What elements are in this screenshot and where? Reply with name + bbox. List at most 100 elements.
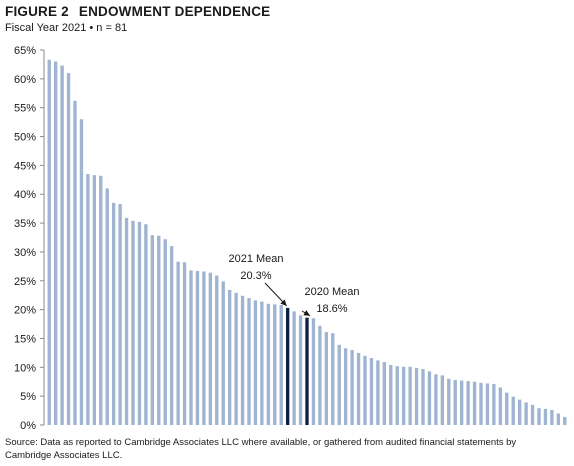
bar (440, 375, 445, 425)
figure-subtitle: Fiscal Year 2021 • n = 81 (5, 22, 128, 34)
bar (79, 119, 84, 425)
source-note: Source: Data as reported to Cambridge As… (5, 437, 517, 461)
bar (137, 221, 142, 425)
bar (466, 381, 470, 425)
bar (389, 365, 393, 425)
bar (157, 235, 161, 425)
bar (414, 367, 419, 425)
mean-2021-label: 2021 Mean (228, 253, 283, 265)
bar (163, 239, 167, 425)
bar (273, 304, 277, 425)
bar (395, 366, 399, 425)
bar (53, 61, 58, 425)
bar (363, 355, 367, 425)
bar (356, 352, 361, 425)
endowment-dependence-chart: 0% 5% 10% 15% 20% 25% 30% 35% 40% 45% 50% 55% 60% 65%… (14, 45, 567, 432)
y-tick-label: 60% (14, 74, 36, 86)
bar (260, 301, 264, 425)
mean-annotations: 2021 Mean 20.3% 2020 Mean 18.6% (228, 253, 360, 317)
bar (298, 315, 303, 425)
bar (118, 204, 122, 425)
bar (421, 369, 425, 425)
y-tick-label: 50% (14, 132, 36, 144)
bar (189, 270, 193, 425)
bar (427, 371, 432, 425)
bar (144, 224, 148, 425)
bar (86, 174, 90, 425)
bar (202, 271, 206, 425)
y-tick-label: 30% (14, 247, 36, 259)
bar (401, 366, 406, 425)
bar (550, 410, 554, 425)
y-tick-label: 15% (14, 333, 36, 345)
bar (376, 360, 380, 425)
bar (459, 380, 464, 425)
figure-number: FIGURE 2 (5, 4, 69, 19)
y-tick-label: 65% (14, 45, 36, 57)
y-tick-label: 45% (14, 160, 36, 172)
bar (337, 344, 341, 425)
bar (227, 290, 232, 425)
bar (47, 59, 51, 426)
bar (369, 358, 374, 425)
bar (176, 261, 180, 425)
bar (182, 262, 187, 425)
mean-bar (305, 317, 309, 425)
mean-2020-label: 2020 Mean (304, 286, 359, 298)
y-tick-label: 55% (14, 103, 36, 115)
bar (208, 272, 213, 425)
y-tick-label: 10% (14, 362, 36, 374)
bar (472, 381, 477, 425)
bar (537, 408, 541, 425)
bar (485, 383, 490, 425)
bar (169, 246, 174, 425)
bar (343, 348, 348, 425)
bar (234, 292, 238, 425)
bar (331, 333, 335, 425)
figure-title-text: ENDOWMENT DEPENDENCE (78, 4, 271, 19)
bar (92, 175, 97, 425)
bar (247, 298, 251, 425)
mean-2020-arrowhead (303, 310, 310, 316)
bar (492, 384, 496, 425)
bar (266, 303, 271, 425)
y-tick-label: 35% (14, 218, 36, 230)
bar (382, 362, 387, 425)
bar (131, 220, 135, 425)
bar (408, 366, 412, 425)
bar (240, 295, 245, 425)
bar (318, 325, 322, 425)
bar (350, 350, 354, 425)
y-tick-label: 25% (14, 276, 36, 288)
bar (99, 175, 103, 425)
mean-2021-arrowhead (280, 299, 287, 306)
y-tick-label: 40% (14, 189, 36, 201)
mean-bar (285, 307, 290, 425)
bar (292, 311, 296, 425)
bar (105, 188, 109, 425)
bar (124, 217, 129, 425)
y-tick-label: 5% (20, 391, 36, 403)
bar (479, 382, 483, 425)
bar (530, 404, 535, 425)
bar (543, 408, 548, 425)
bar (505, 392, 509, 425)
y-tick-label: 0% (20, 420, 36, 432)
bar (517, 399, 522, 425)
y-axis: 0% 5% 10% 15% 20% 25% 30% 35% 40% 45% 50% 55% 60% 65% (14, 45, 45, 432)
bar (311, 318, 316, 425)
bar (563, 416, 567, 425)
bar (215, 275, 219, 425)
bar (498, 387, 503, 425)
bar (434, 374, 438, 425)
mean-2020-value: 18.6% (316, 303, 347, 315)
bar (66, 73, 71, 425)
bar (195, 270, 200, 425)
bar (253, 300, 258, 425)
bar (447, 378, 451, 425)
mean-2021-value: 20.3% (240, 270, 271, 282)
bar (556, 413, 561, 425)
bar (60, 65, 64, 425)
figure-title: FIGURE 2 ENDOWMENT DEPENDENCE (5, 4, 270, 19)
bar-series (47, 59, 567, 426)
